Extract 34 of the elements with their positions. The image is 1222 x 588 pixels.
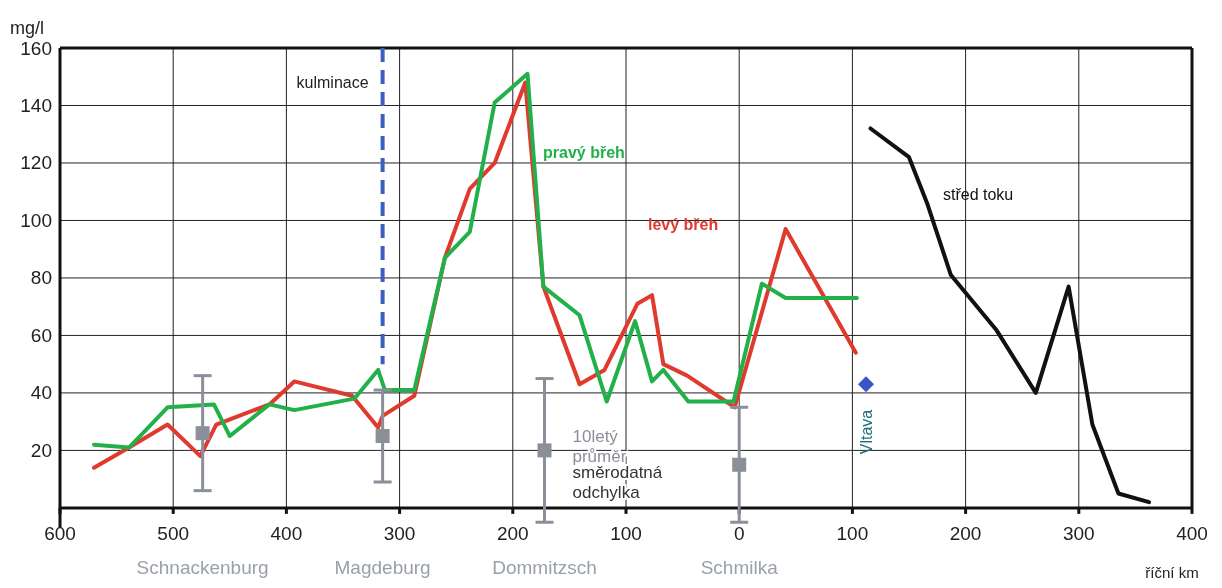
- y-tick-label: 40: [30, 382, 52, 404]
- y-tick-label: 160: [20, 37, 52, 59]
- x-tick-label: 600: [44, 522, 76, 544]
- point: [375, 429, 390, 444]
- y-tick-label: 140: [20, 94, 52, 116]
- point: [857, 376, 874, 393]
- text: Vltava: [857, 409, 875, 455]
- point: [537, 443, 552, 458]
- text: Magdeburg: [334, 557, 431, 578]
- text: Schmilka: [700, 557, 779, 578]
- x-tick-label: 0: [733, 522, 745, 544]
- x-tick-label: 100: [836, 522, 869, 544]
- x-tick-label: 400: [270, 522, 303, 544]
- x-tick-label: 400: [1176, 522, 1208, 544]
- x-tick-label: 100: [610, 522, 642, 544]
- y-tick-label: 20: [30, 439, 52, 461]
- text: Dommitzsch: [492, 557, 597, 578]
- x-tick-label: 300: [1062, 522, 1095, 544]
- point: [195, 426, 210, 441]
- y-axis-title: mg/l: [10, 18, 45, 38]
- y-tick-label: 120: [20, 152, 52, 174]
- x-axis-title: říční km: [1145, 564, 1199, 581]
- y-tick-label: 80: [30, 267, 52, 289]
- y-tick-label: 60: [30, 324, 52, 346]
- x-tick-label: 500: [157, 522, 190, 544]
- x-tick-label: 200: [949, 522, 982, 544]
- y-tick-label: 100: [20, 209, 52, 231]
- text: Schnackenburg: [136, 557, 269, 578]
- ref-line-label: kulminace: [296, 74, 369, 91]
- point: [732, 457, 747, 472]
- x-tick-label: 200: [496, 522, 529, 544]
- text: levý břeh: [648, 216, 719, 233]
- series-label: pravý břeh: [543, 144, 625, 161]
- x-tick-label: 300: [383, 522, 416, 544]
